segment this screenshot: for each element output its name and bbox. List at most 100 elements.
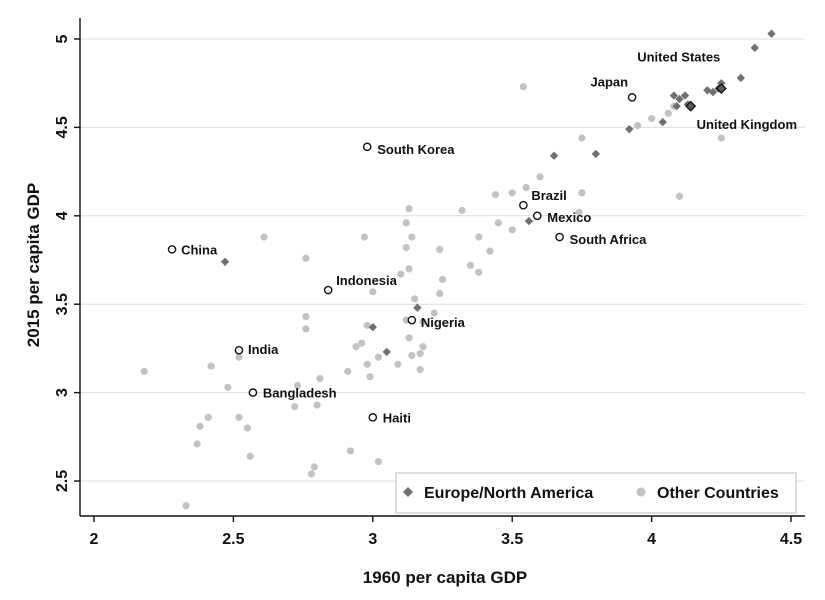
point-other-24 bbox=[360, 233, 369, 241]
point-other-57 bbox=[224, 383, 232, 391]
x-tick-label-3: 3 bbox=[368, 531, 377, 548]
point-other-38 bbox=[302, 312, 310, 321]
label-haiti: Haiti bbox=[383, 410, 411, 425]
label-nigeria: Nigeria bbox=[421, 315, 466, 330]
point-other-18 bbox=[458, 206, 466, 215]
legend-label-europe: Europe/North America bbox=[424, 485, 593, 502]
point-other-10 bbox=[491, 190, 500, 199]
point-europe-20 bbox=[382, 347, 391, 357]
point-annotated-south-africa bbox=[555, 232, 564, 242]
point-other-44 bbox=[419, 343, 427, 351]
legend-label-other: Other Countries bbox=[657, 485, 779, 502]
point-annotated-china bbox=[167, 245, 177, 254]
point-other-52 bbox=[316, 374, 324, 383]
point-other-23 bbox=[436, 245, 444, 253]
label-south-africa: South Africa bbox=[570, 232, 648, 247]
plot-area bbox=[80, 18, 805, 516]
point-other-2 bbox=[634, 122, 642, 130]
point-other-49 bbox=[416, 350, 424, 358]
point-other-9 bbox=[508, 189, 516, 197]
point-other-51 bbox=[366, 373, 374, 381]
point-other-63 bbox=[246, 452, 254, 460]
point-europe-9 bbox=[669, 91, 679, 100]
point-other-48 bbox=[394, 360, 402, 368]
point-other-66 bbox=[313, 401, 321, 409]
point-annotated-haiti bbox=[368, 413, 378, 422]
point-other-58 bbox=[204, 413, 212, 421]
point-europe-0 bbox=[767, 29, 776, 38]
y-tick-label-4.5: 4.5 bbox=[54, 116, 71, 138]
point-other-11 bbox=[522, 183, 530, 192]
point-other-36 bbox=[419, 318, 427, 326]
point-europe-10 bbox=[672, 101, 681, 111]
y-tick-label-5: 5 bbox=[54, 34, 71, 43]
point-europe-7 bbox=[680, 91, 690, 100]
legend-diamond-marker bbox=[403, 487, 413, 497]
point-other-20 bbox=[402, 219, 410, 227]
point-other-46 bbox=[374, 353, 382, 361]
point-other-28 bbox=[475, 268, 483, 276]
point-other-22 bbox=[402, 244, 410, 252]
axes: 2 2.5 3 3.5 4 4.5 2.5 3 3.5 4 4.5 5 bbox=[54, 18, 805, 548]
label-brazil: Brazil bbox=[531, 188, 566, 203]
point-europe-19 bbox=[368, 322, 377, 332]
point-other-0 bbox=[519, 83, 527, 91]
label-united-kingdom: United Kingdom bbox=[697, 117, 797, 132]
y-tick-label-2.5: 2.5 bbox=[54, 470, 71, 492]
point-annotated-nigeria bbox=[407, 315, 417, 325]
point-other-31 bbox=[438, 275, 447, 284]
label-south-korea: South Korea bbox=[377, 142, 455, 157]
point-other-25 bbox=[302, 254, 310, 262]
point-europe-13 bbox=[625, 124, 634, 134]
data-points bbox=[140, 29, 776, 510]
annotations: China India Bangladesh Indonesia South Korea… bbox=[167, 50, 797, 425]
y-tick-label-4: 4 bbox=[54, 211, 71, 220]
point-europe-17 bbox=[220, 257, 230, 266]
point-other-17 bbox=[486, 247, 494, 255]
point-other-6 bbox=[717, 134, 725, 142]
label-bangladesh: Bangladesh bbox=[263, 386, 337, 401]
legend: Europe/North America Other Countries bbox=[395, 472, 797, 514]
point-other-61 bbox=[235, 413, 243, 421]
point-other-62 bbox=[243, 424, 251, 432]
point-other-67 bbox=[310, 463, 318, 471]
point-annotated-united-kingdom bbox=[685, 100, 697, 112]
point-other-19 bbox=[405, 205, 413, 213]
point-other-47 bbox=[363, 360, 371, 368]
legend-box bbox=[395, 472, 797, 514]
point-other-65 bbox=[293, 381, 302, 390]
point-other-41 bbox=[352, 343, 360, 351]
point-annotated-japan bbox=[627, 93, 637, 102]
point-other-8 bbox=[536, 173, 544, 181]
point-annotated-mexico bbox=[532, 211, 542, 221]
point-other-7 bbox=[675, 192, 684, 200]
x-tick-label-3.5: 3.5 bbox=[501, 531, 523, 548]
label-indonesia: Indonesia bbox=[336, 273, 397, 288]
y-axis-title: 2015 per capita GDP bbox=[24, 183, 43, 347]
point-other-26 bbox=[260, 233, 268, 241]
x-axis-title: 1960 per capita GDP bbox=[363, 568, 527, 587]
point-other-4 bbox=[664, 109, 672, 117]
point-other-45 bbox=[408, 351, 416, 360]
point-other-39 bbox=[302, 325, 310, 333]
point-other-15 bbox=[494, 219, 502, 227]
label-india: India bbox=[248, 342, 279, 357]
point-other-21 bbox=[408, 233, 416, 241]
point-other-14 bbox=[508, 226, 516, 234]
point-other-56 bbox=[235, 353, 243, 361]
point-other-16 bbox=[475, 233, 483, 241]
label-japan: Japan bbox=[591, 74, 629, 89]
point-other-33 bbox=[369, 288, 377, 296]
point-annotated-brazil bbox=[519, 200, 528, 210]
point-annotated-india bbox=[234, 345, 244, 355]
point-europe-18 bbox=[413, 303, 422, 312]
point-other-37 bbox=[430, 309, 438, 317]
point-annotated-indonesia bbox=[323, 285, 333, 295]
point-other-55 bbox=[207, 362, 215, 370]
point-annotated-south-korea bbox=[362, 142, 372, 152]
point-other-1 bbox=[578, 134, 586, 142]
point-other-29 bbox=[405, 265, 413, 273]
point-europe-16 bbox=[524, 216, 534, 226]
